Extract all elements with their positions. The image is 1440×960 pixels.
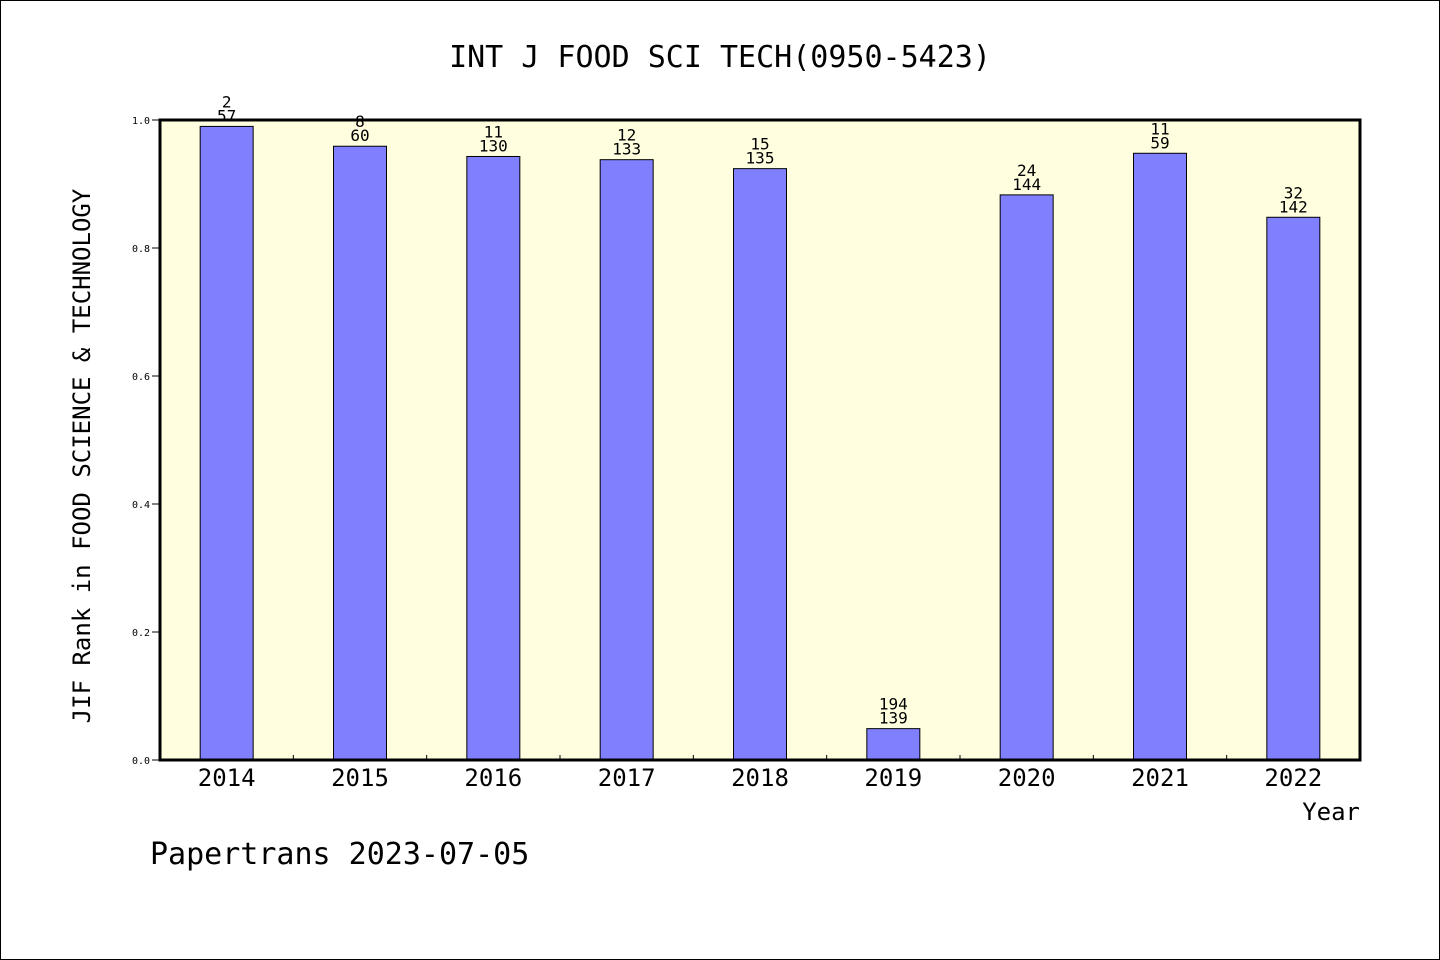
x-tick-label-2016: 2016: [464, 764, 522, 792]
chart-title: INT J FOOD SCI TECH(0950-5423): [449, 40, 991, 75]
x-tick-label-2019: 2019: [864, 764, 922, 792]
rank-label-2020: 24: [1017, 161, 1036, 180]
x-tick-label-2015: 2015: [331, 764, 389, 792]
y-tick-label-0.8: 0.8: [132, 244, 150, 255]
rank-label-2017: 12: [617, 126, 636, 145]
total-label-2015: 60: [350, 126, 369, 145]
x-tick-label-2014: 2014: [198, 764, 256, 792]
bar-2014: [199, 125, 254, 761]
rank-label-2014: 2: [222, 92, 232, 111]
x-tick-label-2022: 2022: [1264, 764, 1322, 792]
bar-2020: [999, 194, 1054, 761]
bar-group: [199, 125, 1321, 761]
total-label-2016: 130: [479, 136, 508, 155]
y-tick-label-0.4: 0.4: [132, 500, 150, 511]
x-tick-label-2018: 2018: [731, 764, 789, 792]
y-tick-label-0.0: 0.0: [132, 756, 150, 767]
x-tick-label-2017: 2017: [598, 764, 656, 792]
x-tick-label-2021: 2021: [1131, 764, 1189, 792]
rank-label-2016: 11: [484, 122, 503, 141]
total-label-2021: 59: [1150, 133, 1169, 152]
y-tick-label-0.6: 0.6: [132, 372, 150, 383]
y-tick-label-1.0: 1.0: [132, 116, 150, 127]
bar-2021: [1133, 152, 1187, 761]
y-axis: 0.0 0.2 0.4 0.6 0.8 1.0: [132, 116, 160, 767]
total-label-2018: 135: [746, 149, 775, 168]
bar-2018: [733, 168, 787, 761]
x-axis-title: Year: [1302, 798, 1360, 826]
plot-border: [158, 118, 1362, 762]
rank-label-2019: 194: [879, 695, 908, 714]
bar-2019: [866, 728, 921, 761]
y-tick-label-0.2: 0.2: [132, 628, 150, 639]
x-axis: 2014 2015 2016 2017 2018 2019 2020 2021 2022: [198, 755, 1322, 792]
footer-credit: Papertrans 2023-07-05: [150, 837, 529, 872]
rank-label-2018: 15: [750, 135, 769, 154]
total-label-2022: 142: [1279, 197, 1308, 216]
bar-2015: [333, 145, 387, 761]
total-label-2019: 139: [879, 709, 908, 728]
rank-label-2015: 8: [355, 112, 365, 131]
bar-2022: [1266, 216, 1321, 761]
bar-2017: [599, 159, 654, 761]
bar-2016: [466, 155, 521, 761]
rank-label-2022: 32: [1284, 183, 1303, 202]
total-label-2017: 133: [612, 140, 641, 159]
total-label-2014: 57: [217, 106, 236, 125]
x-tick-label-2020: 2020: [998, 764, 1056, 792]
y-axis-title: JIF Rank in FOOD SCIENCE & TECHNOLOGY: [68, 188, 96, 723]
total-label-2020: 144: [1012, 175, 1041, 194]
rank-label-2021: 11: [1150, 119, 1169, 138]
